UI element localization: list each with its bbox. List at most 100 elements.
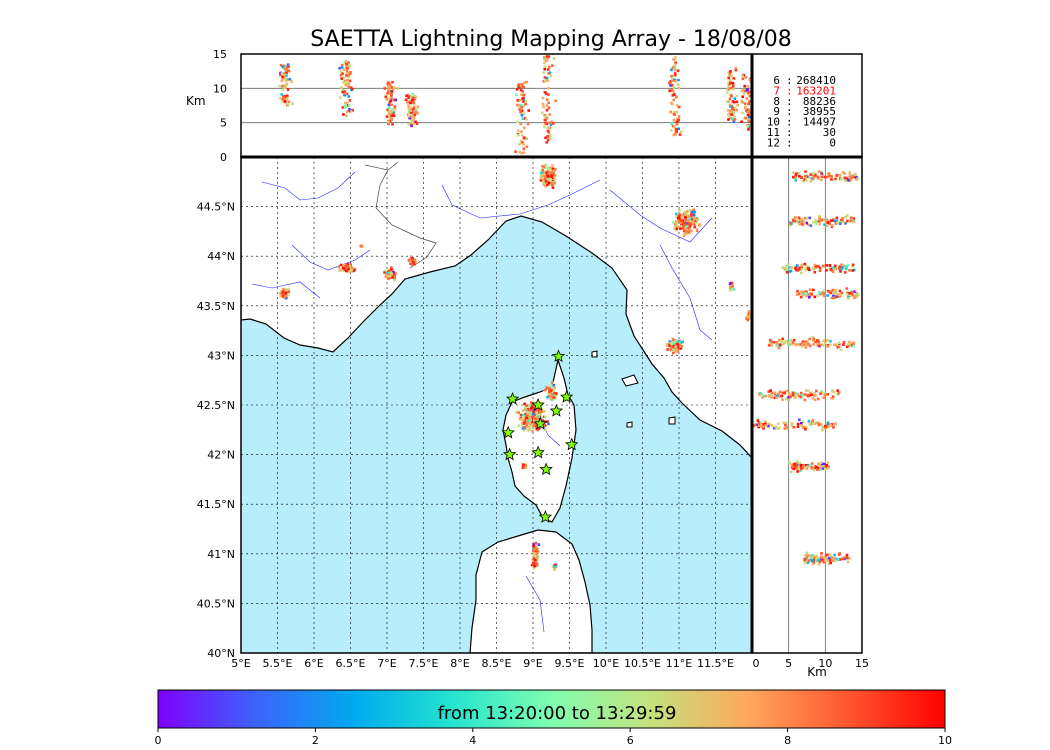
source-point (410, 262, 414, 266)
count-row-separator: : (786, 116, 793, 129)
top-source-point (349, 110, 353, 113)
source-point (683, 222, 687, 225)
source-point (666, 348, 669, 351)
top-source-point (552, 122, 555, 125)
top-source-point (543, 67, 547, 71)
right-source-point (827, 562, 831, 566)
giglio-island (668, 416, 676, 425)
right-source-point (835, 216, 839, 220)
source-point (670, 342, 673, 346)
right-source-point (806, 554, 810, 557)
right-source-point (823, 223, 826, 227)
top-source-point (404, 98, 408, 102)
right-source-point (834, 557, 838, 560)
top-source-point (393, 105, 397, 109)
right-source-point (800, 396, 804, 399)
top-source-point (344, 106, 347, 109)
top-source-point (730, 86, 734, 90)
count-row-value: 0 (829, 136, 836, 149)
right-source-point (806, 265, 809, 268)
right-source-point (800, 271, 803, 275)
right-source-point (769, 338, 772, 342)
right-source-point (791, 175, 795, 179)
right-source-point (830, 268, 833, 272)
source-point (528, 417, 532, 420)
right-source-point (844, 215, 847, 219)
top-source-point (387, 120, 390, 124)
right-source-point (794, 216, 797, 219)
right-source-point (844, 267, 848, 271)
right-source-point (821, 264, 825, 268)
right-source-point (846, 214, 849, 217)
right-source-point (835, 295, 839, 298)
right-source-point (811, 418, 815, 422)
right-source-point (789, 224, 792, 227)
top-source-point (340, 63, 344, 67)
right-source-point (802, 292, 806, 296)
top-source-point (347, 73, 350, 77)
top-source-point (549, 123, 553, 127)
top-panel-ylabel: Km (186, 94, 206, 108)
count-row-value: 88236 (803, 95, 836, 108)
top-source-point (545, 55, 549, 58)
right-source-point (808, 288, 812, 291)
top-source-point (672, 86, 676, 89)
top-source-point (523, 136, 526, 140)
source-point (544, 181, 548, 185)
source-point (728, 282, 732, 285)
right-source-point (838, 289, 842, 293)
right-source-point (796, 289, 799, 293)
top-source-point (518, 143, 521, 146)
right-source-point (774, 425, 778, 429)
top-source-point (517, 99, 521, 102)
right-source-point (840, 291, 844, 295)
source-point (679, 347, 682, 350)
right-panel-x-tick-label: 15 (855, 657, 869, 670)
right-source-point (825, 553, 829, 557)
right-source-point (824, 467, 827, 471)
source-point (550, 171, 553, 175)
map-y-tick-label: 43.5°N (197, 300, 235, 313)
top-source-point (342, 88, 345, 92)
right-source-point (802, 290, 805, 294)
right-source-point (804, 340, 808, 344)
top-source-point (283, 95, 287, 98)
right-source-point (813, 172, 817, 175)
source-point (689, 216, 693, 219)
top-source-point (524, 118, 528, 121)
source-point (539, 174, 543, 178)
right-source-point (793, 463, 796, 466)
top-source-point (409, 99, 412, 103)
source-point (692, 213, 696, 217)
right-source-point (798, 461, 802, 465)
source-point (677, 345, 680, 349)
top-source-point (390, 111, 393, 114)
source-point (533, 552, 537, 556)
map-y-tick-label: 43°N (207, 349, 235, 362)
right-source-point (852, 217, 855, 220)
top-source-point (670, 122, 674, 126)
top-source-point (747, 115, 751, 119)
top-source-point (733, 118, 737, 121)
right-source-point (825, 422, 829, 425)
right-source-point (792, 338, 796, 342)
right-source-point (852, 344, 855, 348)
source-point (521, 409, 525, 412)
top-source-point (669, 80, 673, 83)
right-source-point (799, 391, 803, 395)
top-source-point (410, 121, 413, 125)
right-source-point (841, 266, 844, 269)
source-point (553, 568, 556, 571)
right-source-point (799, 422, 803, 425)
top-source-point (735, 94, 738, 98)
top-source-point (518, 105, 521, 108)
right-source-point (790, 266, 793, 269)
top-source-point (675, 130, 678, 133)
top-source-point (279, 97, 282, 100)
map-x-tick-label: 5.5°E (263, 657, 293, 670)
source-point (531, 402, 534, 406)
right-source-point (797, 216, 801, 220)
right-source-point (800, 345, 804, 348)
right-source-point (850, 218, 854, 222)
right-source-point (816, 175, 819, 179)
